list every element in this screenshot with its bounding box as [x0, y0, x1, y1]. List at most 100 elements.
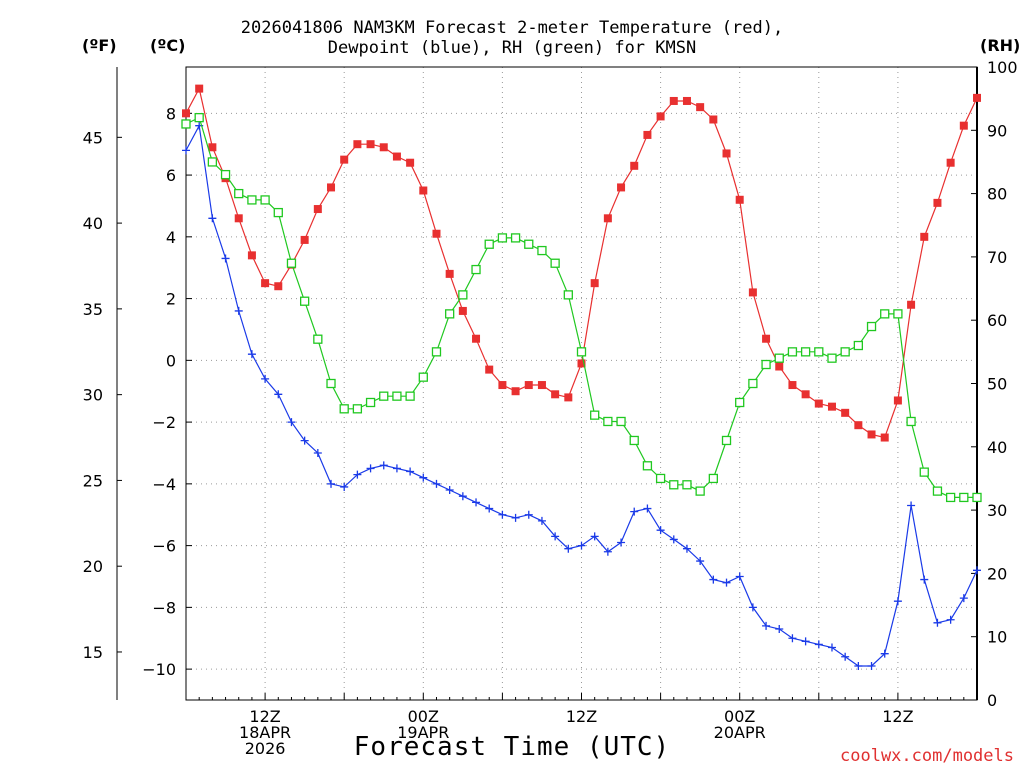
dewpoint-point — [907, 501, 916, 510]
temperature-point — [445, 269, 454, 278]
dewpoint-point — [340, 482, 349, 491]
rh-point — [972, 492, 982, 503]
temperature-point — [327, 183, 336, 192]
temperature-point — [432, 229, 441, 238]
rh-point — [365, 397, 376, 408]
temperature-point — [406, 158, 415, 167]
celsius-tick-label: −8 — [152, 598, 176, 617]
celsius-tick-label: 6 — [166, 166, 176, 185]
dewpoint-point — [946, 615, 955, 624]
rh-point — [550, 258, 560, 268]
rh-point — [471, 264, 481, 275]
temperature-point — [485, 365, 494, 374]
rh-point — [326, 378, 336, 389]
temperature-point — [880, 433, 889, 442]
temperature-point — [590, 279, 599, 288]
x-tick-label: 20APR — [714, 723, 766, 742]
temperature-point — [419, 186, 428, 195]
dewpoint-point — [696, 557, 705, 566]
dewpoint-point — [300, 436, 309, 445]
celsius-tick-label: −10 — [142, 660, 176, 679]
temperature-point — [709, 115, 718, 124]
dewpoint-point — [775, 624, 784, 633]
temperature-point — [195, 84, 204, 93]
dewpoint-point — [564, 544, 573, 553]
dewpoint-point — [933, 618, 942, 627]
rh-point — [761, 359, 771, 370]
dewpoint-point — [524, 510, 533, 519]
dewpoint-point — [709, 575, 718, 584]
dewpoint-point — [432, 479, 441, 488]
dewpoint-point — [854, 662, 863, 671]
fahrenheit-tick-label: 35 — [83, 300, 103, 319]
rh-point — [880, 309, 890, 319]
temperature-point — [920, 232, 929, 241]
rh-point — [603, 416, 613, 427]
temperature-point — [603, 214, 612, 223]
dewpoint-point — [748, 603, 757, 612]
temperature-point — [472, 334, 481, 343]
x-tick-label: 00Z — [724, 707, 755, 726]
temperature-point — [801, 390, 810, 399]
temperature-point — [656, 112, 665, 121]
fahrenheit-axis-label: (ºF) — [82, 36, 117, 55]
dewpoint-point — [261, 374, 270, 383]
rh-point — [893, 309, 903, 319]
x-tick-label: 12Z — [882, 707, 913, 726]
rh-point — [840, 347, 850, 357]
dewpoint-point — [735, 572, 744, 581]
credit-link[interactable]: coolwx.com/models — [840, 746, 1014, 766]
rh-point — [945, 492, 956, 503]
rh-point — [379, 391, 389, 401]
rh-point — [458, 290, 468, 300]
temperature-point — [537, 381, 546, 390]
celsius-tick-label: −4 — [152, 475, 176, 494]
dewpoint-point — [313, 448, 322, 457]
temperature-point — [234, 214, 243, 223]
rh-point — [853, 340, 863, 351]
rh-tick-label: 80 — [987, 185, 1007, 204]
temperature-point — [973, 93, 981, 102]
temperature-point — [907, 300, 916, 309]
temperature-point — [564, 393, 573, 402]
temperature-point — [827, 402, 836, 411]
temperature-point — [682, 96, 691, 105]
dewpoint-point — [590, 532, 599, 541]
rh-point — [919, 467, 929, 477]
dewpoint-point — [208, 214, 217, 223]
dewpoint-point — [603, 547, 612, 556]
fahrenheit-tick-label: 15 — [83, 643, 103, 662]
dewpoint-point — [551, 532, 560, 541]
rh-point — [313, 334, 323, 344]
rh-point — [299, 296, 310, 306]
dewpoint-point — [379, 461, 388, 470]
rh-point — [748, 378, 758, 389]
dewpoint-point — [893, 597, 902, 606]
temperature-point — [247, 251, 256, 260]
temperature-point — [669, 96, 678, 105]
dewpoint-point — [472, 498, 481, 507]
rh-point — [537, 245, 547, 256]
rh-tick-label: 20 — [987, 564, 1007, 583]
rh-point — [510, 233, 521, 243]
x-tick-label: 12Z — [566, 707, 597, 726]
rh-point — [932, 486, 943, 496]
rh-tick-label: 50 — [987, 375, 1007, 394]
dewpoint-point — [234, 306, 243, 315]
rh-point — [629, 435, 639, 446]
data-series — [181, 84, 982, 671]
dewpoint-point — [537, 516, 546, 525]
rh-point — [590, 410, 600, 420]
rh-point — [708, 473, 718, 484]
rh-point — [247, 195, 257, 205]
temperature-point — [722, 149, 731, 158]
dewpoint-point — [221, 254, 230, 263]
temperature-point — [643, 130, 652, 139]
rh-tick-label: 90 — [987, 121, 1007, 140]
rh-tick-label: 10 — [987, 628, 1007, 647]
rh-point — [906, 416, 916, 427]
rh-point — [207, 157, 218, 167]
rh-point — [695, 486, 705, 496]
dewpoint-point — [327, 479, 336, 488]
temperature-point — [762, 334, 771, 343]
